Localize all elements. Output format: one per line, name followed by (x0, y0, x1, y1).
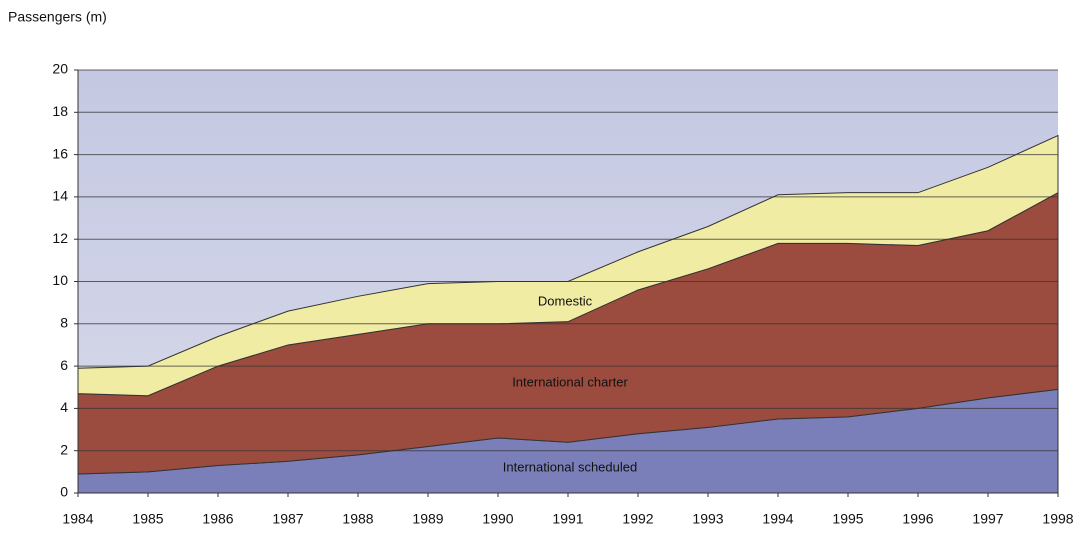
x-tick-label: 1989 (412, 511, 443, 527)
x-tick-label: 1995 (832, 511, 863, 527)
area-label: International scheduled (503, 459, 637, 474)
y-tick-label: 12 (52, 230, 68, 246)
x-tick-label: 1987 (272, 511, 303, 527)
y-tick-label: 6 (60, 357, 68, 373)
x-tick-label: 1986 (202, 511, 233, 527)
y-tick-label: 20 (52, 61, 68, 77)
y-tick-label: 0 (60, 484, 68, 500)
x-tick-label: 1988 (342, 511, 373, 527)
x-tick-label: 1985 (132, 511, 163, 527)
y-tick-label: 8 (60, 315, 68, 331)
x-tick-label: 1997 (972, 511, 1003, 527)
x-tick-label: 1993 (692, 511, 723, 527)
x-tick-label: 1994 (762, 511, 793, 527)
y-tick-label: 16 (52, 145, 68, 161)
y-axis-label: Passengers (m) (8, 9, 107, 25)
x-tick-label: 1998 (1042, 511, 1073, 527)
y-tick-label: 18 (52, 103, 68, 119)
y-tick-label: 14 (52, 188, 68, 204)
area-label: Domestic (538, 293, 593, 308)
x-tick-label: 1990 (482, 511, 513, 527)
y-tick-label: 4 (60, 399, 68, 415)
y-tick-label: 2 (60, 441, 68, 457)
area (77, 134, 1059, 397)
x-tick-label: 1991 (552, 511, 583, 527)
y-tick-label: 10 (52, 272, 68, 288)
area-label: International charter (512, 374, 628, 389)
x-tick-label: 1992 (622, 511, 653, 527)
x-tick-label: 1984 (62, 511, 93, 527)
x-tick-label: 1996 (902, 511, 933, 527)
